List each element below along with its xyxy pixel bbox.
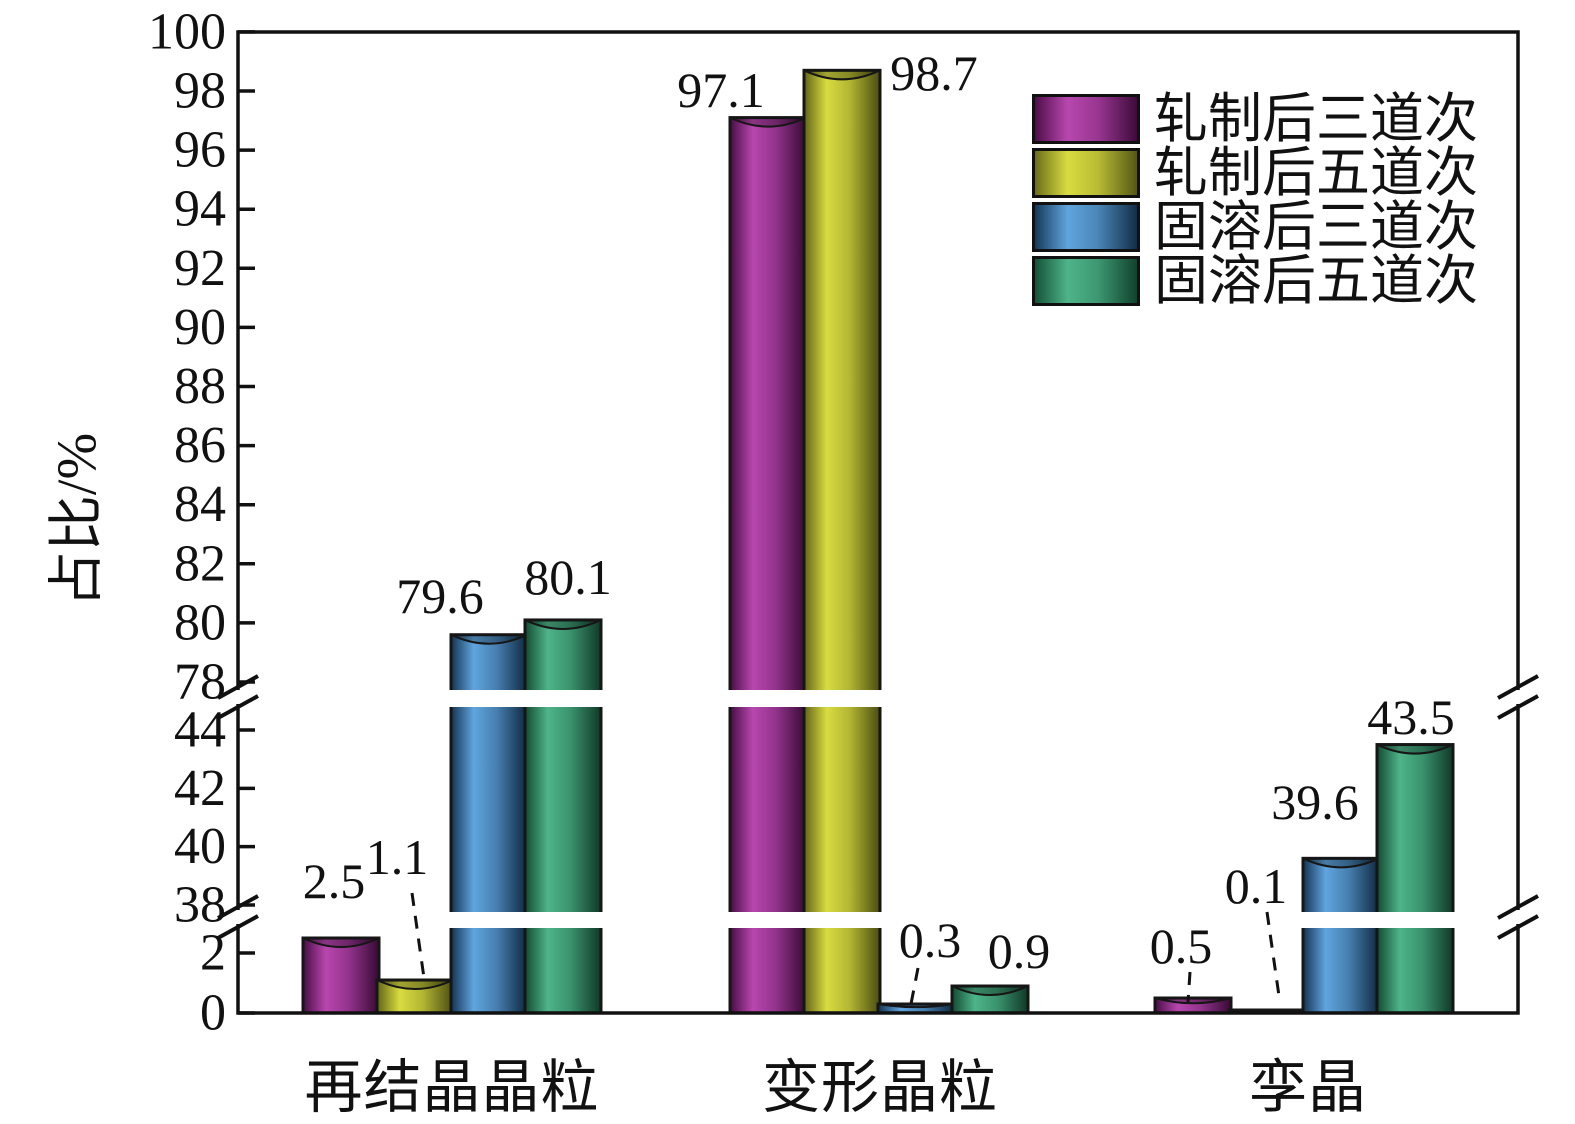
legend-swatch-icon <box>1032 256 1140 306</box>
axis-break-slash-icon <box>217 914 259 940</box>
x-category-label: 再结晶晶粒 <box>304 1055 600 1120</box>
y-tick-label: 38 <box>174 877 226 934</box>
bar-固溶后五道次-孪晶 <box>1375 743 1455 1015</box>
y-tick-label: 96 <box>174 122 226 179</box>
legend-label: 固溶后五道次 <box>1154 251 1478 311</box>
bar-top-cap <box>302 937 380 948</box>
bar-top-cap <box>524 618 602 630</box>
y-tick-label: 42 <box>174 760 226 817</box>
label-leader-line <box>1186 971 1192 1003</box>
bar-top-cap <box>1154 997 1232 1005</box>
axis-gap <box>1515 910 1521 924</box>
bar-value-label: 2.5 <box>303 853 366 909</box>
bar-轧制后三道次-再结晶晶粒 <box>301 936 381 1015</box>
y-tick-label: 90 <box>174 299 226 356</box>
axis-break-band <box>242 690 1514 707</box>
legend: 轧制后三道次 轧制后五道次 固溶后三道次 固溶后五道次 <box>1032 89 1478 311</box>
bar-固溶后三道次-孪晶 <box>1301 856 1381 1015</box>
legend-swatch-icon <box>1032 94 1140 144</box>
bar-固溶后五道次-再结晶晶粒 <box>523 618 603 1015</box>
bar-轧制后五道次-变形晶粒 <box>802 68 882 1015</box>
bar-轧制后三道次-变形晶粒 <box>728 116 808 1015</box>
y-tick-label: 88 <box>174 358 226 415</box>
y-tick-label: 92 <box>174 240 226 297</box>
legend-label: 轧制后五道次 <box>1154 143 1478 203</box>
bar-value-label: 0.9 <box>988 923 1051 979</box>
bar-value-label: 80.1 <box>524 549 612 605</box>
legend-item: 轧制后五道次 <box>1032 143 1478 203</box>
x-category-label: 变形晶粒 <box>761 1055 999 1120</box>
legend-swatch-icon <box>1032 202 1140 252</box>
y-tick-label: 94 <box>174 181 226 238</box>
y-tick-label: 80 <box>174 594 226 651</box>
bar-value-label: 0.1 <box>1225 858 1288 914</box>
bar-value-label: 0.5 <box>1150 918 1213 974</box>
axis-break-slash-icon <box>1497 694 1539 720</box>
axis-break-slash-icon <box>1497 674 1539 700</box>
bar-value-label: 79.6 <box>396 568 484 624</box>
legend-item: 固溶后三道次 <box>1032 197 1478 257</box>
bar-value-label: 97.1 <box>677 62 765 118</box>
axis-break-slash-icon <box>1497 894 1539 920</box>
bar-top-cap <box>951 985 1029 996</box>
y-tick-label: 100 <box>148 3 226 60</box>
bar-value-label: 39.6 <box>1271 774 1359 830</box>
y-tick-label: 78 <box>174 654 226 711</box>
label-leader-line <box>909 967 920 1005</box>
legend-label: 固溶后三道次 <box>1154 197 1478 257</box>
y-tick-label: 98 <box>174 63 226 120</box>
axis-break-slash-icon <box>217 694 259 720</box>
axis-gap <box>235 690 241 704</box>
legend-item: 轧制后三道次 <box>1032 89 1478 149</box>
bar-value-label: 1.1 <box>366 829 429 885</box>
bar-value-label: 43.5 <box>1367 689 1455 745</box>
x-category-label: 孪晶 <box>1248 1055 1368 1120</box>
y-tick-label: 86 <box>174 417 226 474</box>
axis-break-band <box>242 912 1514 928</box>
bar-top-cap <box>1376 743 1454 755</box>
y-tick-label: 40 <box>174 818 226 875</box>
y-axis-title: 占比/% <box>46 432 109 608</box>
plot-frame <box>236 30 1520 1015</box>
y-tick-label: 0 <box>200 985 226 1042</box>
y-tick-label: 82 <box>174 535 226 592</box>
axis-gap <box>235 910 241 924</box>
label-leader-line <box>410 892 426 979</box>
bar-value-label: 0.3 <box>899 912 962 968</box>
axis-break-slash-icon <box>217 674 259 700</box>
legend-swatch-icon <box>1032 148 1140 198</box>
label-leader-line <box>1265 911 1281 997</box>
legend-item: 固溶后五道次 <box>1032 251 1478 311</box>
bar-top-cap <box>803 69 881 81</box>
y-tick-label: 44 <box>174 701 226 758</box>
bar-value-label: 98.7 <box>890 45 978 101</box>
axis-break-slash-icon <box>1497 914 1539 940</box>
y-tick-label: 84 <box>174 476 226 533</box>
axis-break-slash-icon <box>217 894 259 920</box>
legend-label: 轧制后三道次 <box>1154 89 1478 149</box>
axis-gap <box>1515 690 1521 704</box>
